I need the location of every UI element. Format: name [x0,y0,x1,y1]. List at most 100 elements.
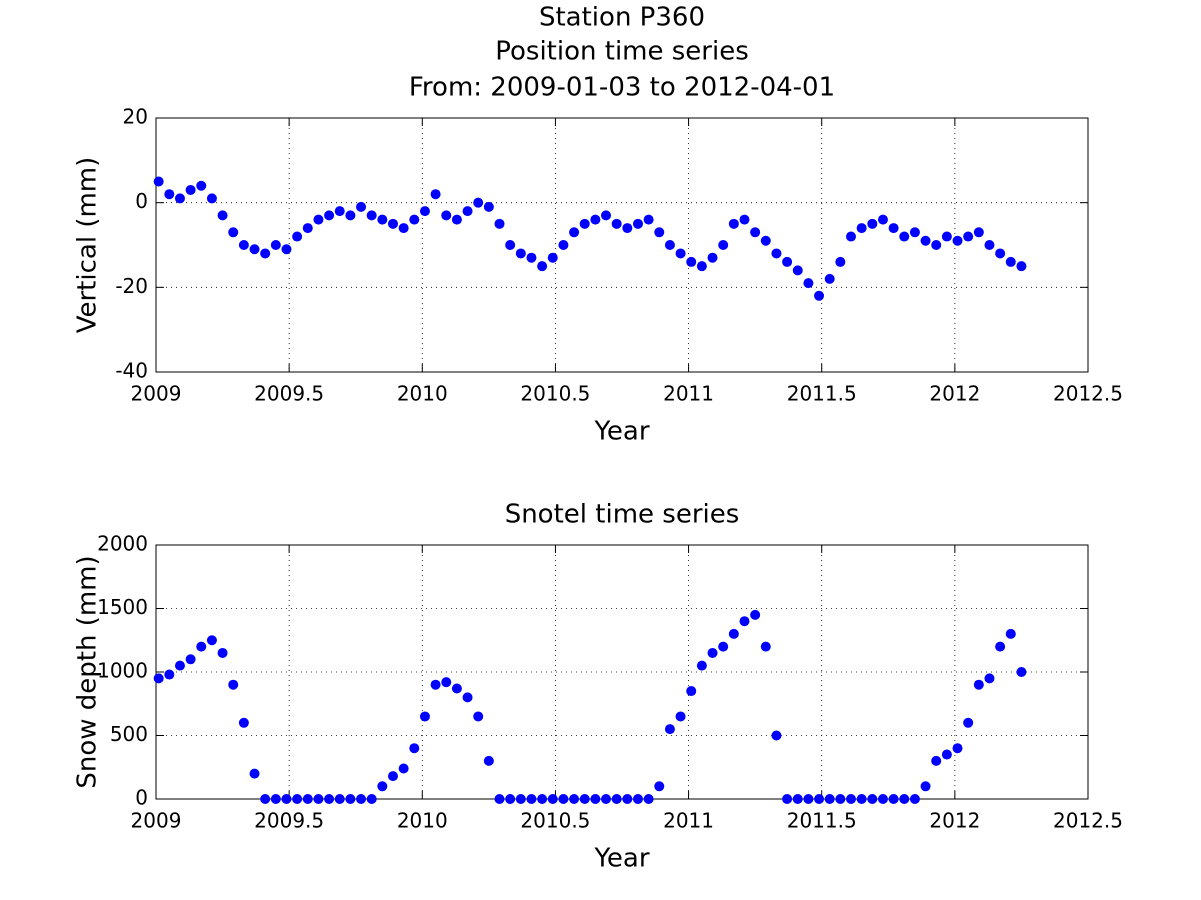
point [888,794,899,804]
point [387,218,398,229]
x-tick-label: 2011.5 [787,382,857,406]
point [952,743,963,754]
chart-title: Position time series [495,37,749,67]
point [877,794,888,804]
point [505,794,516,804]
point [238,240,249,250]
point [760,641,771,652]
y-axis-label: Vertical (mm) [73,157,103,334]
point [313,794,324,804]
point [217,647,228,658]
point [526,252,537,263]
point [260,794,271,804]
point [941,231,952,242]
point [888,223,899,234]
point [686,686,697,697]
y-tick-label: 500 [110,722,148,746]
axes-box [155,544,1089,800]
x-tick-label: 2009 [131,809,182,833]
y-tick-label: -20 [115,274,148,298]
x-tick-label: 2010.5 [520,382,590,406]
point [771,730,782,741]
x-tick-label: 2012.5 [1053,382,1123,406]
y-tick-label: -40 [115,359,148,383]
point [206,635,217,646]
chart-title: From: 2009-01-03 to 2012-04-01 [409,73,835,103]
point [654,781,665,792]
point [366,794,377,804]
point [324,794,335,804]
point [579,218,590,229]
point [750,227,761,238]
point [846,231,857,242]
point [409,743,420,754]
point [377,214,388,225]
point [292,231,303,242]
point [537,261,548,272]
point [1005,256,1016,267]
point [334,794,345,804]
point [366,210,377,221]
point [547,794,558,804]
point [174,660,185,671]
point [835,256,846,267]
point [856,223,867,234]
x-tick-label: 2010.5 [520,809,590,833]
x-tick-label: 2010 [397,382,448,406]
point [664,724,675,735]
point [505,240,516,250]
point [569,794,580,804]
point [419,206,430,217]
point [238,717,249,728]
x-axis-label: Year [593,417,649,447]
point [473,197,484,208]
point [750,609,761,620]
point [526,794,537,804]
point [590,214,601,225]
x-tick-label: 2009.5 [254,382,324,406]
point [164,189,175,200]
point [814,794,825,804]
point [430,189,441,200]
point [196,641,207,652]
point [292,794,303,804]
point [356,794,367,804]
point [473,711,484,722]
point [654,227,665,238]
point [547,252,558,263]
point [441,677,452,688]
point [718,240,729,250]
point [601,794,612,804]
point [824,794,835,804]
y-tick-label: 2000 [97,532,148,556]
point [803,794,814,804]
y-tick-label: 1500 [97,595,148,619]
chart-title: Snotel time series [505,500,740,530]
point [451,214,462,225]
y-tick-label: 20 [123,105,148,129]
point [867,794,878,804]
point [931,755,942,766]
plot-area [156,118,1088,372]
point [643,214,654,225]
point [782,256,793,267]
point [909,794,920,804]
x-axis-label: Year [593,844,649,874]
point [718,641,729,652]
point [835,794,846,804]
point [920,781,931,792]
point [153,176,164,187]
x-tick-label: 2009 [131,382,182,406]
point [515,794,526,804]
point [302,794,313,804]
point [675,711,686,722]
point [228,679,239,690]
point [185,654,196,665]
point [281,794,292,804]
axes-box [155,117,1089,373]
y-tick-label: 0 [135,786,148,810]
point [483,201,494,212]
point [601,210,612,221]
point [398,763,409,774]
